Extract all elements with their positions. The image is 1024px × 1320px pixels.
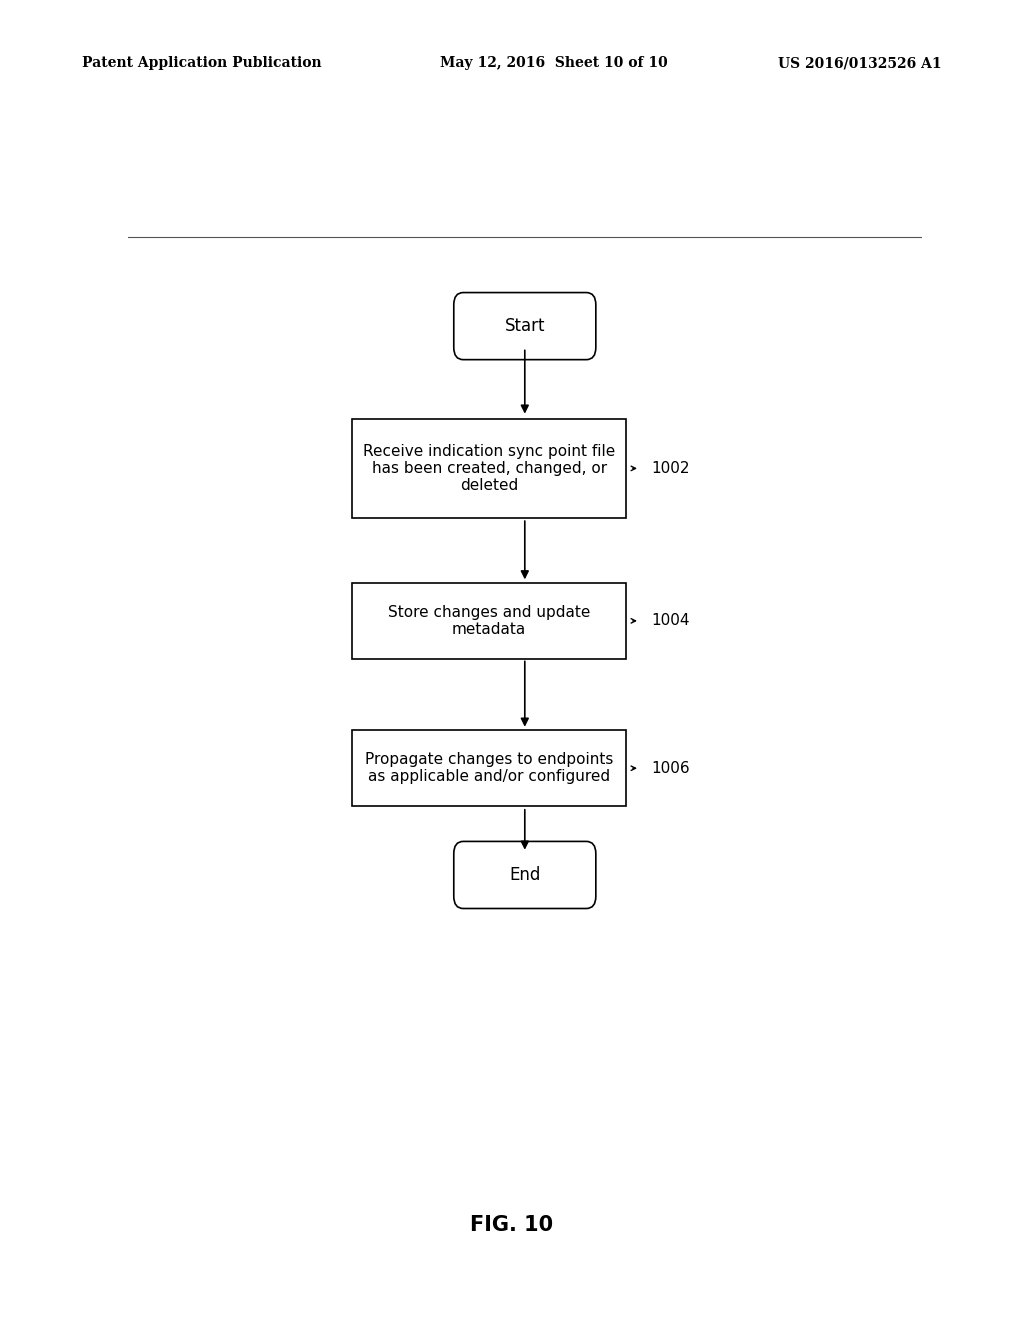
Text: US 2016/0132526 A1: US 2016/0132526 A1 (778, 57, 942, 70)
FancyBboxPatch shape (454, 841, 596, 908)
Text: FIG. 10: FIG. 10 (470, 1214, 554, 1236)
Text: 1004: 1004 (652, 614, 690, 628)
Text: 1002: 1002 (652, 461, 690, 477)
Text: End: End (509, 866, 541, 884)
Text: May 12, 2016  Sheet 10 of 10: May 12, 2016 Sheet 10 of 10 (440, 57, 668, 70)
Text: Patent Application Publication: Patent Application Publication (82, 57, 322, 70)
Bar (352, 730, 626, 807)
Text: Start: Start (505, 317, 545, 335)
FancyBboxPatch shape (454, 293, 596, 359)
Text: 1006: 1006 (652, 760, 690, 776)
Bar (352, 582, 626, 659)
Text: Propagate changes to endpoints
as applicable and/or configured: Propagate changes to endpoints as applic… (365, 752, 613, 784)
Bar (352, 418, 626, 519)
Text: Receive indication sync point file
has been created, changed, or
deleted: Receive indication sync point file has b… (362, 444, 615, 494)
Text: Store changes and update
metadata: Store changes and update metadata (388, 605, 590, 638)
